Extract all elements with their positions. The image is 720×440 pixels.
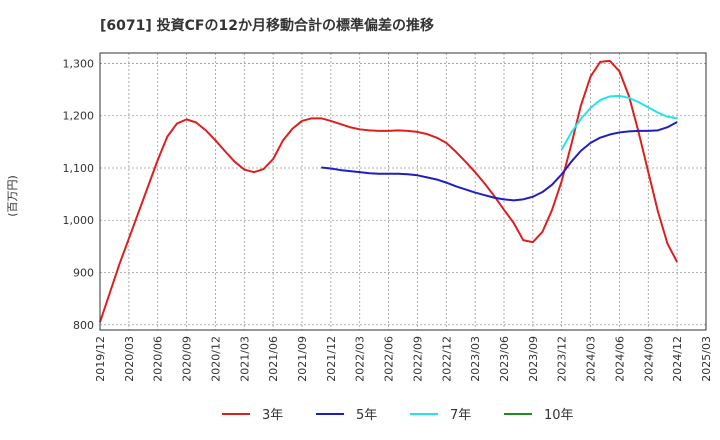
y-tick-label: 800 — [73, 319, 94, 332]
x-tick-label: 2022/06 — [383, 336, 396, 382]
y-tick-label: 1,200 — [63, 110, 95, 123]
y-tick-label: 900 — [73, 267, 94, 280]
plot-area — [100, 53, 706, 330]
plot-border — [99, 52, 707, 331]
series-lines — [99, 59, 679, 323]
x-tick-label: 2023/12 — [556, 336, 569, 382]
x-tick-label: 2022/03 — [354, 336, 367, 382]
y-tick-label: 1,100 — [63, 162, 95, 175]
series-line-1 — [321, 121, 678, 202]
x-tick-label: 2024/03 — [585, 336, 598, 382]
grid-lines — [99, 53, 707, 330]
x-tick-labels: 2019/12 2020/03 2020/06 2020/09 2020/12 2021/… — [94, 336, 713, 382]
x-tick-label: 2021/12 — [325, 336, 338, 382]
x-tick-label: 2022/09 — [411, 336, 424, 382]
legend-label: 5年 — [356, 408, 377, 423]
x-tick-label: 2020/12 — [209, 336, 222, 382]
legend: 3年 5年 7年 10年 — [222, 408, 574, 423]
x-tick-label: 2020/03 — [123, 336, 136, 382]
x-tick-label: 2024/09 — [642, 336, 655, 382]
x-tick-label: 2025/03 — [700, 336, 713, 382]
x-tick-label: 2020/06 — [152, 336, 165, 382]
x-tick-label: 2023/03 — [469, 336, 482, 382]
legend-label: 3年 — [262, 408, 283, 423]
x-tick-label: 2021/03 — [238, 336, 251, 382]
x-tick-label: 2023/06 — [498, 336, 511, 382]
legend-label: 7年 — [450, 408, 471, 423]
chart-title: [6071] 投資CFの12か月移動合計の標準偏差の推移 — [100, 17, 434, 34]
x-tick-label: 2021/06 — [267, 336, 280, 382]
x-tick-label: 2024/06 — [613, 336, 626, 382]
x-tick-label: 2021/09 — [296, 336, 309, 382]
y-tick-label: 1,300 — [63, 57, 95, 70]
series-line-2 — [560, 94, 678, 151]
x-tick-label: 2019/12 — [94, 336, 107, 382]
x-tick-label: 2024/12 — [671, 336, 684, 382]
legend-label: 10年 — [544, 408, 574, 423]
y-tick-labels: 800 900 1,000 1,100 1,200 1,300 — [63, 57, 95, 331]
x-tick-label: 2022/12 — [440, 336, 453, 382]
series-line-0 — [99, 59, 679, 323]
x-tick-label: 2023/09 — [527, 336, 540, 382]
y-tick-label: 1,000 — [63, 214, 95, 227]
y-axis-label: (百万円) — [6, 175, 19, 217]
x-tick-label: 2020/09 — [181, 336, 194, 382]
